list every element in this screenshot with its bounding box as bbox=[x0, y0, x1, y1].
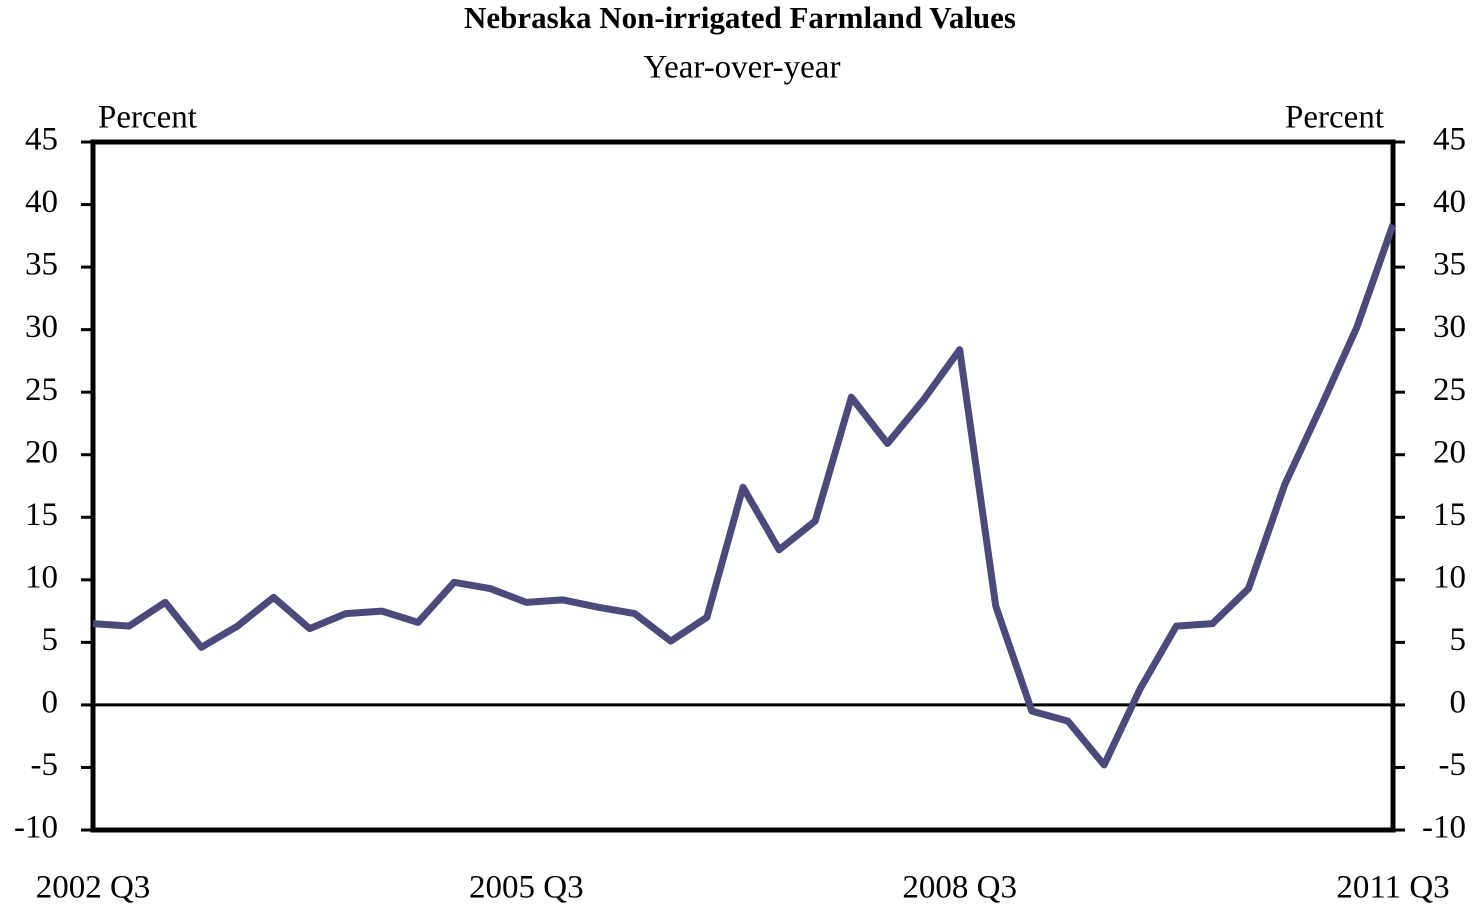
y-tick-label: 0 bbox=[42, 684, 59, 720]
y-tick-label: 40 bbox=[25, 184, 58, 220]
y2-tick-label: 10 bbox=[1433, 559, 1466, 595]
y-tick-label: 15 bbox=[25, 497, 58, 533]
series-line bbox=[92, 223, 1397, 769]
y-tick-label: -10 bbox=[14, 810, 58, 846]
y2-tick-label: -10 bbox=[1422, 810, 1466, 846]
y2-tick-label: 30 bbox=[1433, 309, 1466, 345]
y2-tick-label: 20 bbox=[1433, 434, 1466, 470]
y2-tick-label: 0 bbox=[1450, 684, 1467, 720]
y-tick-label: 30 bbox=[25, 309, 58, 345]
y2-axis-label: Percent bbox=[1285, 100, 1384, 136]
y-tick-label: 35 bbox=[25, 247, 58, 283]
chart-title: Nebraska Non-irrigated Farmland Values bbox=[464, 0, 1016, 35]
y2-tick-label: 40 bbox=[1433, 184, 1466, 220]
chart-subtitle: Year-over-year bbox=[644, 50, 841, 86]
y-tick-label: 45 bbox=[25, 122, 58, 158]
y2-tick-label: 15 bbox=[1433, 497, 1466, 533]
x-tick-label: 2005 Q3 bbox=[469, 870, 584, 906]
y-tick-label: -5 bbox=[31, 747, 59, 783]
x-tick-label: 2011 Q3 bbox=[1336, 870, 1449, 906]
y2-tick-label: 35 bbox=[1433, 247, 1466, 283]
y-tick-label: 5 bbox=[42, 622, 59, 658]
y-tick-label: 20 bbox=[25, 434, 58, 470]
y2-tick-label: 25 bbox=[1433, 372, 1466, 408]
y2-tick-label: 5 bbox=[1450, 622, 1467, 658]
x-tick-label: 2008 Q3 bbox=[902, 870, 1017, 906]
y-tick-label: 25 bbox=[25, 372, 58, 408]
plot-frame bbox=[90, 139, 1396, 833]
y-tick-label: 10 bbox=[25, 559, 58, 595]
y2-tick-label: -5 bbox=[1439, 747, 1467, 783]
y2-tick-label: 45 bbox=[1433, 122, 1466, 158]
y-axis-label: Percent bbox=[98, 100, 197, 136]
x-tick-label: 2002 Q3 bbox=[36, 870, 151, 906]
